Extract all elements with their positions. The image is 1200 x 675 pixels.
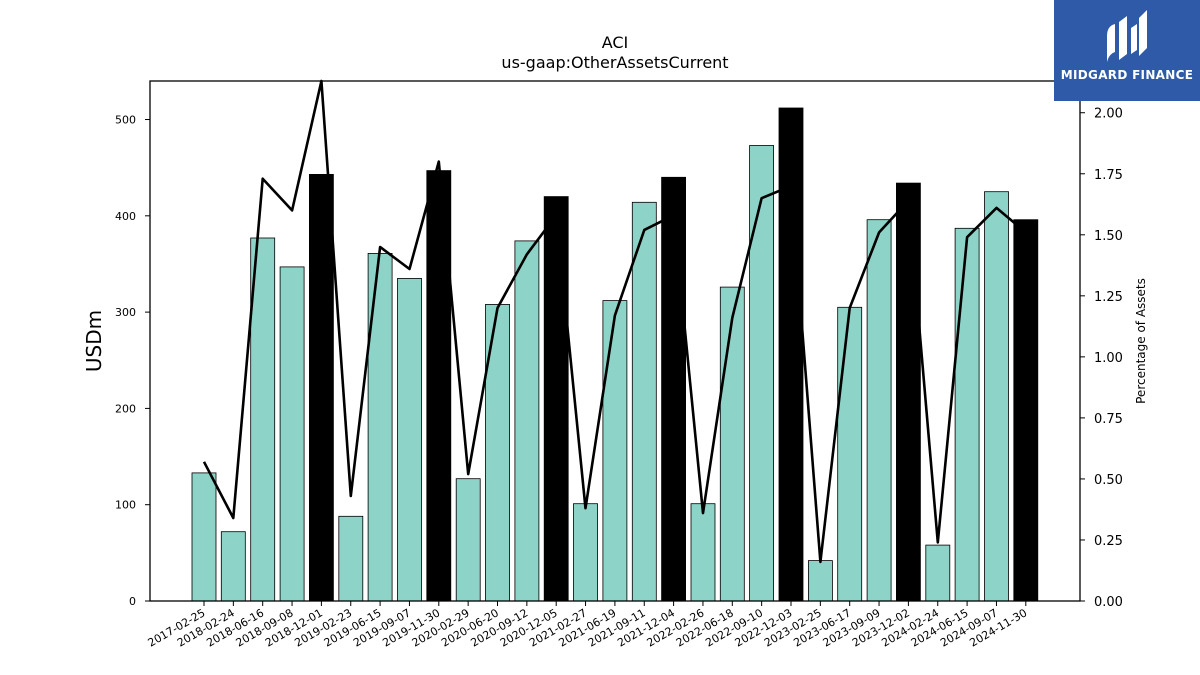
y-axis-label: USDm xyxy=(82,310,106,372)
bar xyxy=(719,286,745,602)
bar xyxy=(631,201,657,602)
y2-tick-label: 1.75 xyxy=(1094,168,1123,183)
bar xyxy=(279,266,305,602)
bar xyxy=(925,544,951,602)
chart-subtitle: us-gaap:OtherAssetsCurrent xyxy=(501,53,728,72)
bar xyxy=(220,531,246,602)
bar xyxy=(837,306,863,602)
y-tick-label: 200 xyxy=(115,402,136,415)
chart-title: ACI xyxy=(602,33,629,52)
y-tick-label: 400 xyxy=(115,210,136,223)
bar xyxy=(778,107,804,602)
bar xyxy=(1013,219,1039,602)
bar xyxy=(543,196,569,602)
y2-tick-label: 1.50 xyxy=(1094,229,1123,244)
bar xyxy=(866,219,892,602)
bar xyxy=(690,503,716,602)
y2-tick-label: 0.00 xyxy=(1094,595,1123,610)
bars-group xyxy=(191,107,1039,602)
y2-tick-label: 2.00 xyxy=(1094,107,1123,122)
bar xyxy=(455,478,481,602)
y2-tick-label: 1.00 xyxy=(1094,351,1123,366)
y-tick-label: 0 xyxy=(129,595,136,608)
bar xyxy=(426,170,452,602)
y2-tick-label: 1.25 xyxy=(1094,290,1123,305)
logo-mark-icon xyxy=(1107,10,1147,62)
bar xyxy=(250,237,276,602)
y2-tick-label: 0.75 xyxy=(1094,412,1123,427)
y2-axis-label: Percentage of Assets xyxy=(1134,278,1148,404)
y2-tick-label: 0.50 xyxy=(1094,473,1123,488)
pct-line-group xyxy=(202,79,1027,564)
bar xyxy=(749,145,774,602)
bar xyxy=(573,503,598,602)
bar xyxy=(896,182,921,602)
bar xyxy=(397,277,422,602)
bar xyxy=(984,191,1009,602)
bar xyxy=(602,300,628,602)
bar xyxy=(338,515,364,602)
y-tick-label: 300 xyxy=(115,306,136,319)
logo-text: MIDGARD FINANCE xyxy=(1060,68,1194,82)
bar xyxy=(808,560,833,602)
y-tick-label: 100 xyxy=(115,499,136,512)
y-tick-label: 500 xyxy=(115,114,136,127)
y2-tick-label: 0.25 xyxy=(1094,534,1123,549)
bar xyxy=(514,240,540,602)
bar xyxy=(661,176,686,602)
bar xyxy=(191,472,217,602)
logo: MIDGARD FINANCE xyxy=(1054,0,1200,101)
bar xyxy=(308,173,334,602)
pct-assets-line xyxy=(202,79,1027,564)
bar xyxy=(954,227,980,602)
bar xyxy=(367,252,393,602)
